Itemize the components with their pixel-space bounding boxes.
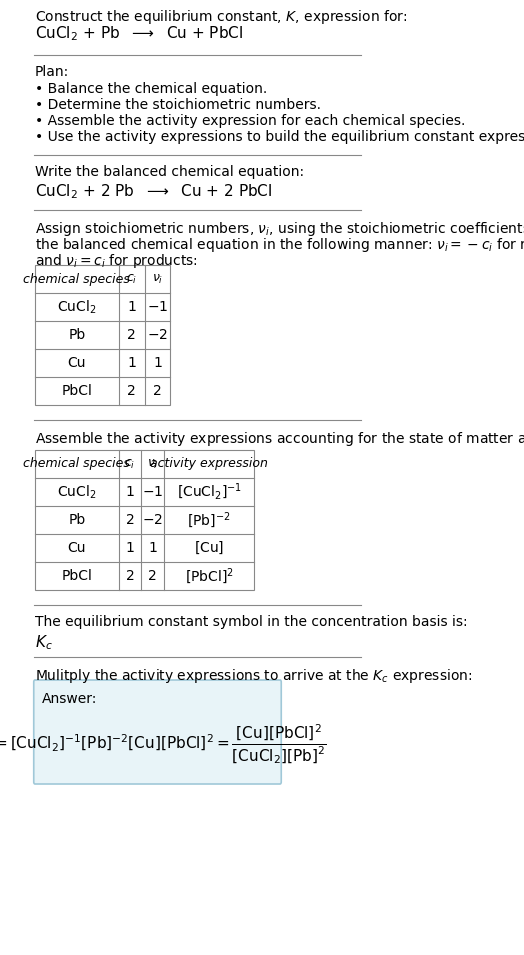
Text: PbCl: PbCl bbox=[61, 384, 92, 398]
Text: Answer:: Answer: bbox=[41, 692, 97, 706]
Text: the balanced chemical equation in the following manner: $\nu_i = -c_i$ for react: the balanced chemical equation in the fo… bbox=[35, 236, 524, 254]
Text: Pb: Pb bbox=[68, 328, 85, 342]
Text: $-2$: $-2$ bbox=[147, 328, 168, 342]
Text: chemical species: chemical species bbox=[24, 272, 130, 286]
Text: Assemble the activity expressions accounting for the state of matter and $\nu_i$: Assemble the activity expressions accoun… bbox=[35, 430, 524, 448]
Text: CuCl$_2$: CuCl$_2$ bbox=[57, 298, 96, 316]
Text: PbCl: PbCl bbox=[61, 569, 92, 583]
Text: 1: 1 bbox=[153, 356, 162, 370]
Text: Construct the equilibrium constant, $K$, expression for:: Construct the equilibrium constant, $K$,… bbox=[35, 8, 408, 26]
Text: Assign stoichiometric numbers, $\nu_i$, using the stoichiometric coefficients, $: Assign stoichiometric numbers, $\nu_i$, … bbox=[35, 220, 524, 238]
FancyBboxPatch shape bbox=[34, 680, 281, 784]
Text: 2: 2 bbox=[127, 384, 136, 398]
Text: $\nu_i$: $\nu_i$ bbox=[147, 457, 158, 471]
Text: 2: 2 bbox=[153, 384, 162, 398]
Bar bbox=[35, 450, 254, 590]
Text: $c_i$: $c_i$ bbox=[125, 457, 136, 471]
Text: Pb: Pb bbox=[68, 513, 85, 527]
Text: activity expression: activity expression bbox=[150, 457, 268, 471]
Text: Cu: Cu bbox=[68, 356, 86, 370]
Text: 1: 1 bbox=[127, 356, 136, 370]
Text: CuCl$_2$ + 2 Pb  $\longrightarrow$  Cu + 2 PbCl: CuCl$_2$ + 2 Pb $\longrightarrow$ Cu + 2… bbox=[35, 182, 272, 201]
Text: CuCl$_2$ + Pb  $\longrightarrow$  Cu + PbCl: CuCl$_2$ + Pb $\longrightarrow$ Cu + PbC… bbox=[35, 24, 243, 43]
Text: • Use the activity expressions to build the equilibrium constant expression.: • Use the activity expressions to build … bbox=[35, 130, 524, 144]
Text: $-1$: $-1$ bbox=[142, 485, 163, 499]
Text: • Determine the stoichiometric numbers.: • Determine the stoichiometric numbers. bbox=[35, 98, 321, 112]
Text: 2: 2 bbox=[126, 513, 135, 527]
Text: The equilibrium constant symbol in the concentration basis is:: The equilibrium constant symbol in the c… bbox=[35, 615, 467, 629]
Text: $[\mathrm{CuCl_2}]^{-1}$: $[\mathrm{CuCl_2}]^{-1}$ bbox=[177, 482, 242, 502]
Text: 1: 1 bbox=[126, 485, 135, 499]
Text: $[\mathrm{Cu}]$: $[\mathrm{Cu}]$ bbox=[194, 540, 224, 556]
Text: • Assemble the activity expression for each chemical species.: • Assemble the activity expression for e… bbox=[35, 114, 465, 128]
Text: $c_i$: $c_i$ bbox=[126, 272, 137, 286]
Text: 2: 2 bbox=[126, 569, 135, 583]
Text: 2: 2 bbox=[148, 569, 157, 583]
Text: • Balance the chemical equation.: • Balance the chemical equation. bbox=[35, 82, 267, 96]
Text: Cu: Cu bbox=[68, 541, 86, 555]
Text: Mulitply the activity expressions to arrive at the $K_c$ expression:: Mulitply the activity expressions to arr… bbox=[35, 667, 473, 685]
Text: 2: 2 bbox=[127, 328, 136, 342]
Text: Plan:: Plan: bbox=[35, 65, 69, 79]
Text: $\nu_i$: $\nu_i$ bbox=[152, 272, 163, 286]
Text: Write the balanced chemical equation:: Write the balanced chemical equation: bbox=[35, 165, 304, 179]
Text: $K_c$: $K_c$ bbox=[35, 633, 53, 651]
Text: $K_c = [\mathrm{CuCl_2}]^{-1}[\mathrm{Pb}]^{-2}[\mathrm{Cu}][\mathrm{PbCl}]^2 = : $K_c = [\mathrm{CuCl_2}]^{-1}[\mathrm{Pb… bbox=[0, 722, 327, 766]
Text: 1: 1 bbox=[148, 541, 157, 555]
Text: 1: 1 bbox=[127, 300, 136, 314]
Text: $-1$: $-1$ bbox=[147, 300, 168, 314]
Text: $[\mathrm{PbCl}]^2$: $[\mathrm{PbCl}]^2$ bbox=[184, 566, 234, 586]
Text: chemical species: chemical species bbox=[24, 457, 130, 471]
Bar bbox=[35, 265, 170, 405]
Text: and $\nu_i = c_i$ for products:: and $\nu_i = c_i$ for products: bbox=[35, 252, 198, 270]
Text: 1: 1 bbox=[126, 541, 135, 555]
Text: CuCl$_2$: CuCl$_2$ bbox=[57, 483, 96, 500]
Text: $[\mathrm{Pb}]^{-2}$: $[\mathrm{Pb}]^{-2}$ bbox=[187, 510, 231, 530]
Text: $-2$: $-2$ bbox=[142, 513, 163, 527]
